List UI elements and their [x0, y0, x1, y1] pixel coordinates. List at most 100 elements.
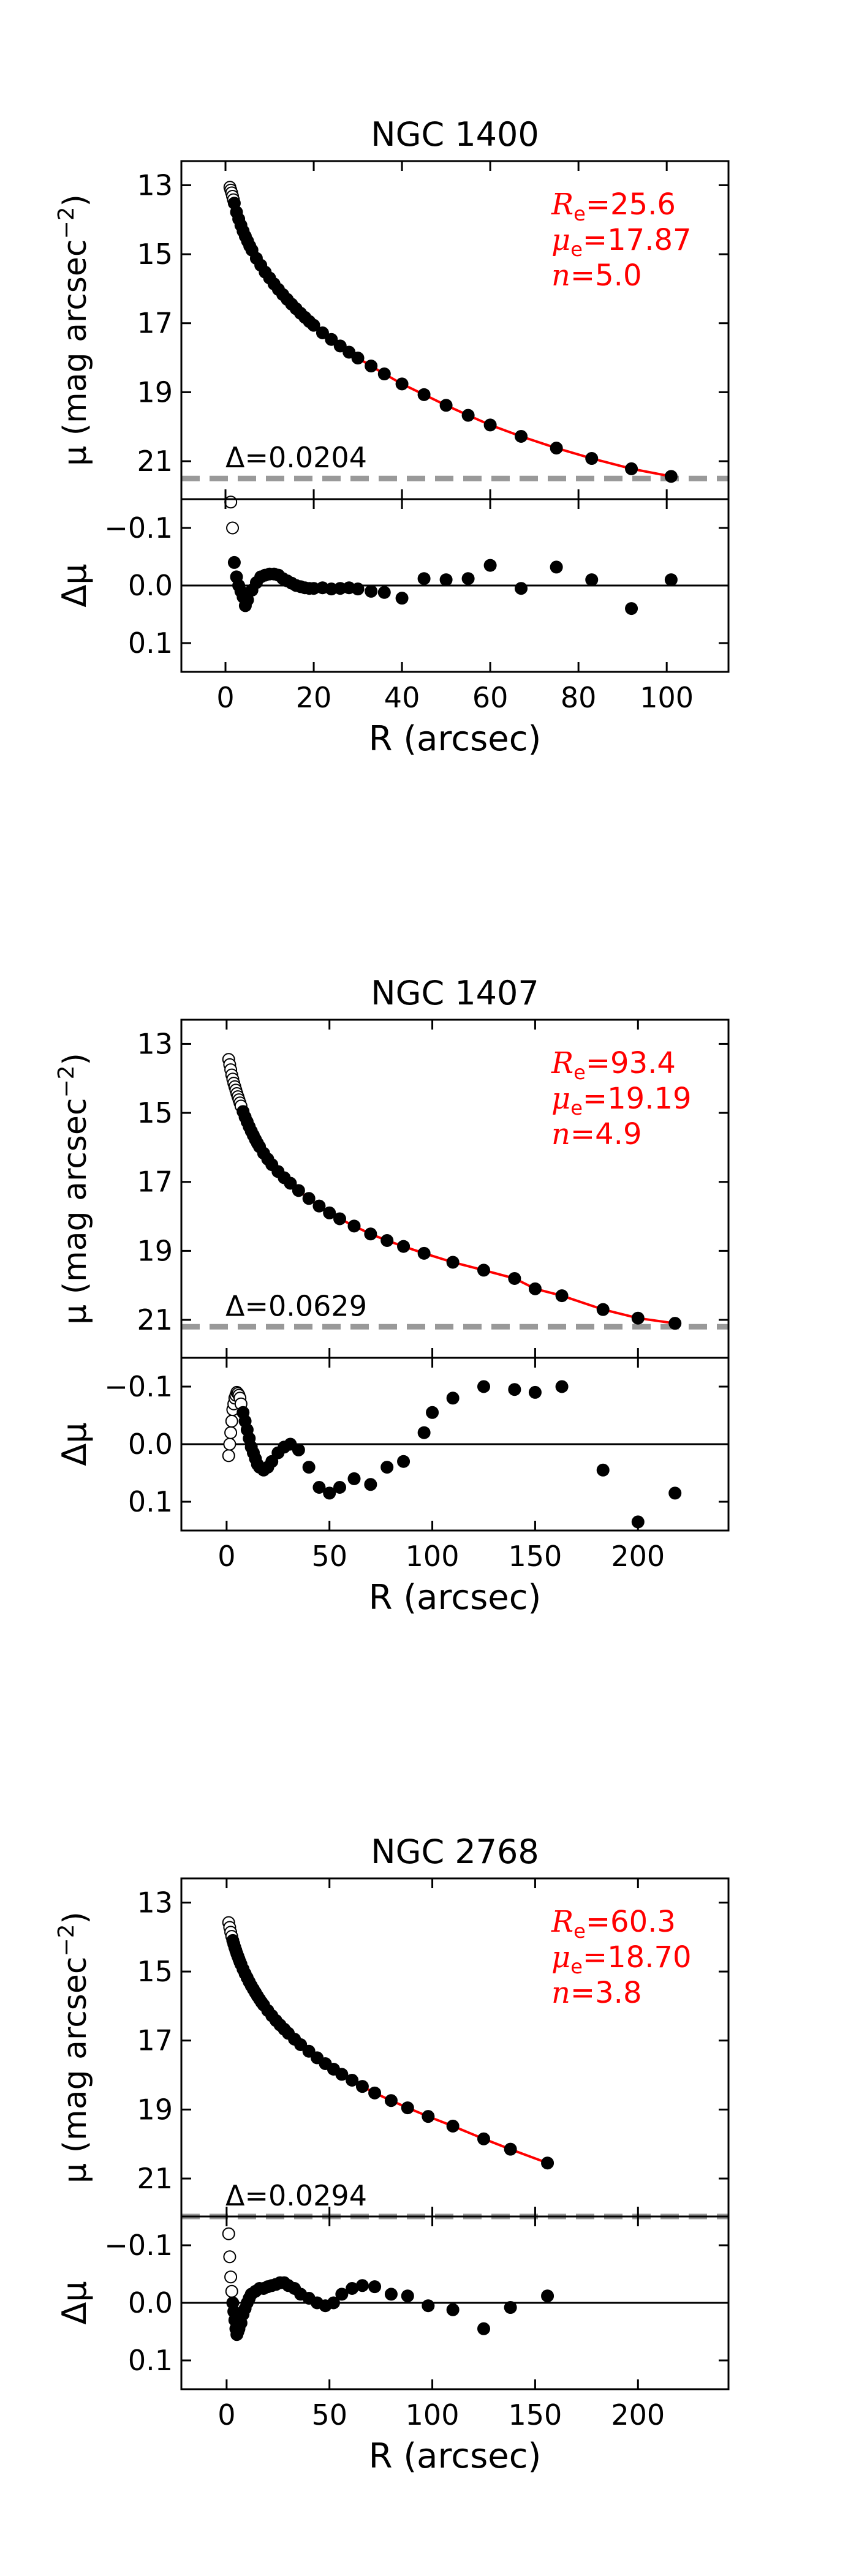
x-tick-label: 200 [611, 1540, 665, 1573]
fit-param-re-subscript: e [573, 1919, 586, 1943]
data-point [508, 1271, 521, 1285]
panel-ngc2768: NGC 2768 13 15 17 19 21 −0.1 0.0 0.1 0 50 100 150 200… [54, 1832, 730, 2476]
y-tick-label-main: 13 [137, 1886, 173, 1919]
y-axis-label-residual: Δμ [55, 563, 94, 607]
chart-title: NGC 2768 [371, 1832, 539, 1871]
x-tick-label: 0 [216, 681, 234, 714]
data-point [342, 345, 356, 359]
excluded-residual-point [225, 2284, 238, 2298]
data-point [477, 2132, 490, 2145]
fit-param-n: n=4.9 [551, 1117, 641, 1151]
data-point [668, 1317, 682, 1330]
data-point [292, 1184, 305, 1197]
x-tick-label: 40 [384, 681, 420, 714]
y-tick-label-res: −0.1 [104, 511, 173, 544]
residual-point [477, 1380, 490, 1393]
fit-param-mu-e-value: =18.70 [583, 1940, 692, 1975]
fit-param-re-symbol: R [551, 1046, 573, 1080]
residual-point [368, 2280, 382, 2294]
residual-point [426, 1406, 439, 1419]
residual-point [302, 1461, 316, 1474]
data-point [446, 2119, 460, 2133]
y-label-main-text: μ (mag arcsec [57, 239, 94, 466]
residual-point [439, 573, 453, 587]
fit-param-mu-e: μe=17.87 [551, 223, 692, 261]
data-point [284, 1177, 297, 1190]
fit-param-re-subscript: e [573, 202, 586, 225]
residual-point [550, 560, 563, 574]
data-point [377, 367, 391, 381]
residual-point [395, 592, 409, 605]
data-point [631, 1311, 645, 1325]
data-point [316, 326, 329, 340]
residual-point [347, 1472, 361, 1485]
y-tick-label-main: 17 [137, 1166, 173, 1199]
y-tick-label-main: 15 [137, 238, 173, 271]
chart-title: NGC 1400 [371, 115, 539, 154]
fit-param-mu-e-symbol: μ [551, 1940, 570, 1975]
rms-value: =0.0294 [244, 2179, 367, 2212]
residual-point [585, 573, 599, 587]
fit-param-mu-e: μe=19.19 [551, 1082, 692, 1120]
data-point [294, 2038, 308, 2051]
y-axis-label-main: μ (mag arcsec−2) [54, 194, 94, 466]
fit-param-n-symbol: n [551, 258, 570, 293]
x-axis-label: R (arcsec) [369, 719, 542, 759]
chart-title: NGC 1407 [371, 974, 539, 1012]
fit-param-re-value: =25.6 [586, 187, 676, 222]
data-point [397, 1240, 411, 1253]
x-tick-label: 50 [311, 2398, 347, 2431]
fit-param-re-value: =60.3 [586, 1905, 676, 1939]
excluded-residual-point [225, 1414, 238, 1428]
x-tick-label: 20 [296, 681, 332, 714]
fit-param-re: Re=25.6 [551, 187, 676, 225]
x-tick-label: 150 [509, 1540, 562, 1573]
residual-point [312, 1481, 326, 1494]
data-point [625, 462, 638, 475]
data-point [528, 1282, 542, 1295]
residual-point [355, 2279, 369, 2292]
rms-value: =0.0204 [244, 441, 367, 474]
y-label-main-superscript: −2 [54, 206, 79, 239]
data-point [307, 318, 320, 332]
residual-point [335, 2288, 349, 2301]
rms-annotation: Δ=0.0204 [225, 441, 367, 474]
panel-ngc1407: NGC 1407 13 15 17 19 21 −0.1 0.0 0.1 0 50 100 150 200… [54, 974, 730, 1618]
data-point [483, 418, 497, 432]
y-axis-label-main: μ (mag arcsec−2) [54, 1053, 94, 1325]
rms-annotation: Δ=0.0294 [225, 2179, 367, 2212]
data-point [384, 2094, 398, 2107]
x-tick-label: 150 [509, 2398, 562, 2431]
y-label-main-superscript: −2 [54, 1065, 79, 1098]
residual-point [265, 1455, 279, 1468]
excluded-residual-point [224, 2270, 238, 2284]
residual-point [664, 573, 678, 587]
excluded-residual-point [224, 495, 238, 509]
data-point [664, 470, 678, 483]
y-tick-label-main: 15 [137, 1096, 173, 1129]
fit-param-mu-e-subscript: e [570, 238, 583, 261]
data-point [515, 429, 528, 443]
rms-symbol: Δ [225, 441, 245, 474]
fit-param-n-value: =4.9 [570, 1117, 642, 1151]
y-tick-label-res: 0.0 [128, 2286, 173, 2319]
residual-point [417, 1426, 431, 1439]
y-tick-label-res: 0.1 [128, 627, 173, 660]
x-tick-label: 60 [472, 681, 509, 714]
fit-param-mu-e-symbol: μ [551, 223, 570, 257]
data-point [439, 399, 453, 412]
data-point [596, 1303, 610, 1316]
residual-point [422, 2299, 435, 2313]
y-tick-label-main: 17 [137, 307, 173, 340]
residual-point [483, 559, 497, 572]
fit-param-n-value: =3.8 [570, 1976, 642, 2010]
data-point [323, 1206, 336, 1219]
excluded-residual-point [222, 2227, 235, 2240]
y-tick-label-main: 13 [137, 168, 173, 201]
fit-param-re-value: =93.4 [586, 1046, 676, 1080]
residual-point [351, 582, 365, 596]
data-point [347, 1219, 361, 1233]
x-tick-label: 100 [406, 2398, 460, 2431]
fit-param-mu-e-symbol: μ [551, 1082, 570, 1116]
